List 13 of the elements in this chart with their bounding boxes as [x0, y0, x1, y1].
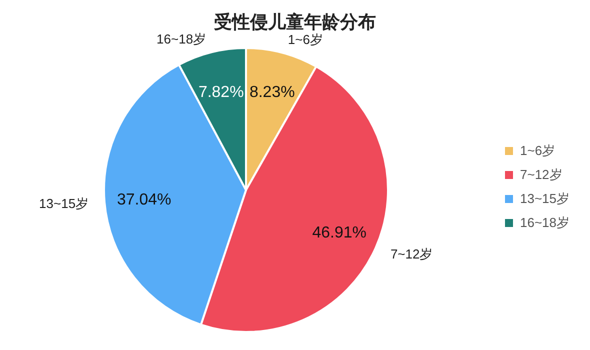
slice-label: 7~12岁 [390, 246, 433, 262]
chart-title: 受性侵儿童年龄分布 [214, 12, 376, 33]
slice-label: 13~15岁 [39, 196, 89, 212]
legend-label: 13~15岁 [520, 191, 570, 206]
legend-label: 7~12岁 [520, 167, 562, 182]
data-label: 8.23% [249, 84, 295, 102]
legend-label: 1~6岁 [520, 143, 556, 158]
data-label: 37.04% [116, 192, 172, 209]
slice-label: 16~18岁 [156, 32, 206, 47]
data-label: 46.91% [312, 224, 366, 242]
data-label: 7.82% [198, 84, 244, 101]
slice-label: 1~6岁 [288, 32, 323, 48]
legend-label: 16~18岁 [520, 215, 570, 230]
